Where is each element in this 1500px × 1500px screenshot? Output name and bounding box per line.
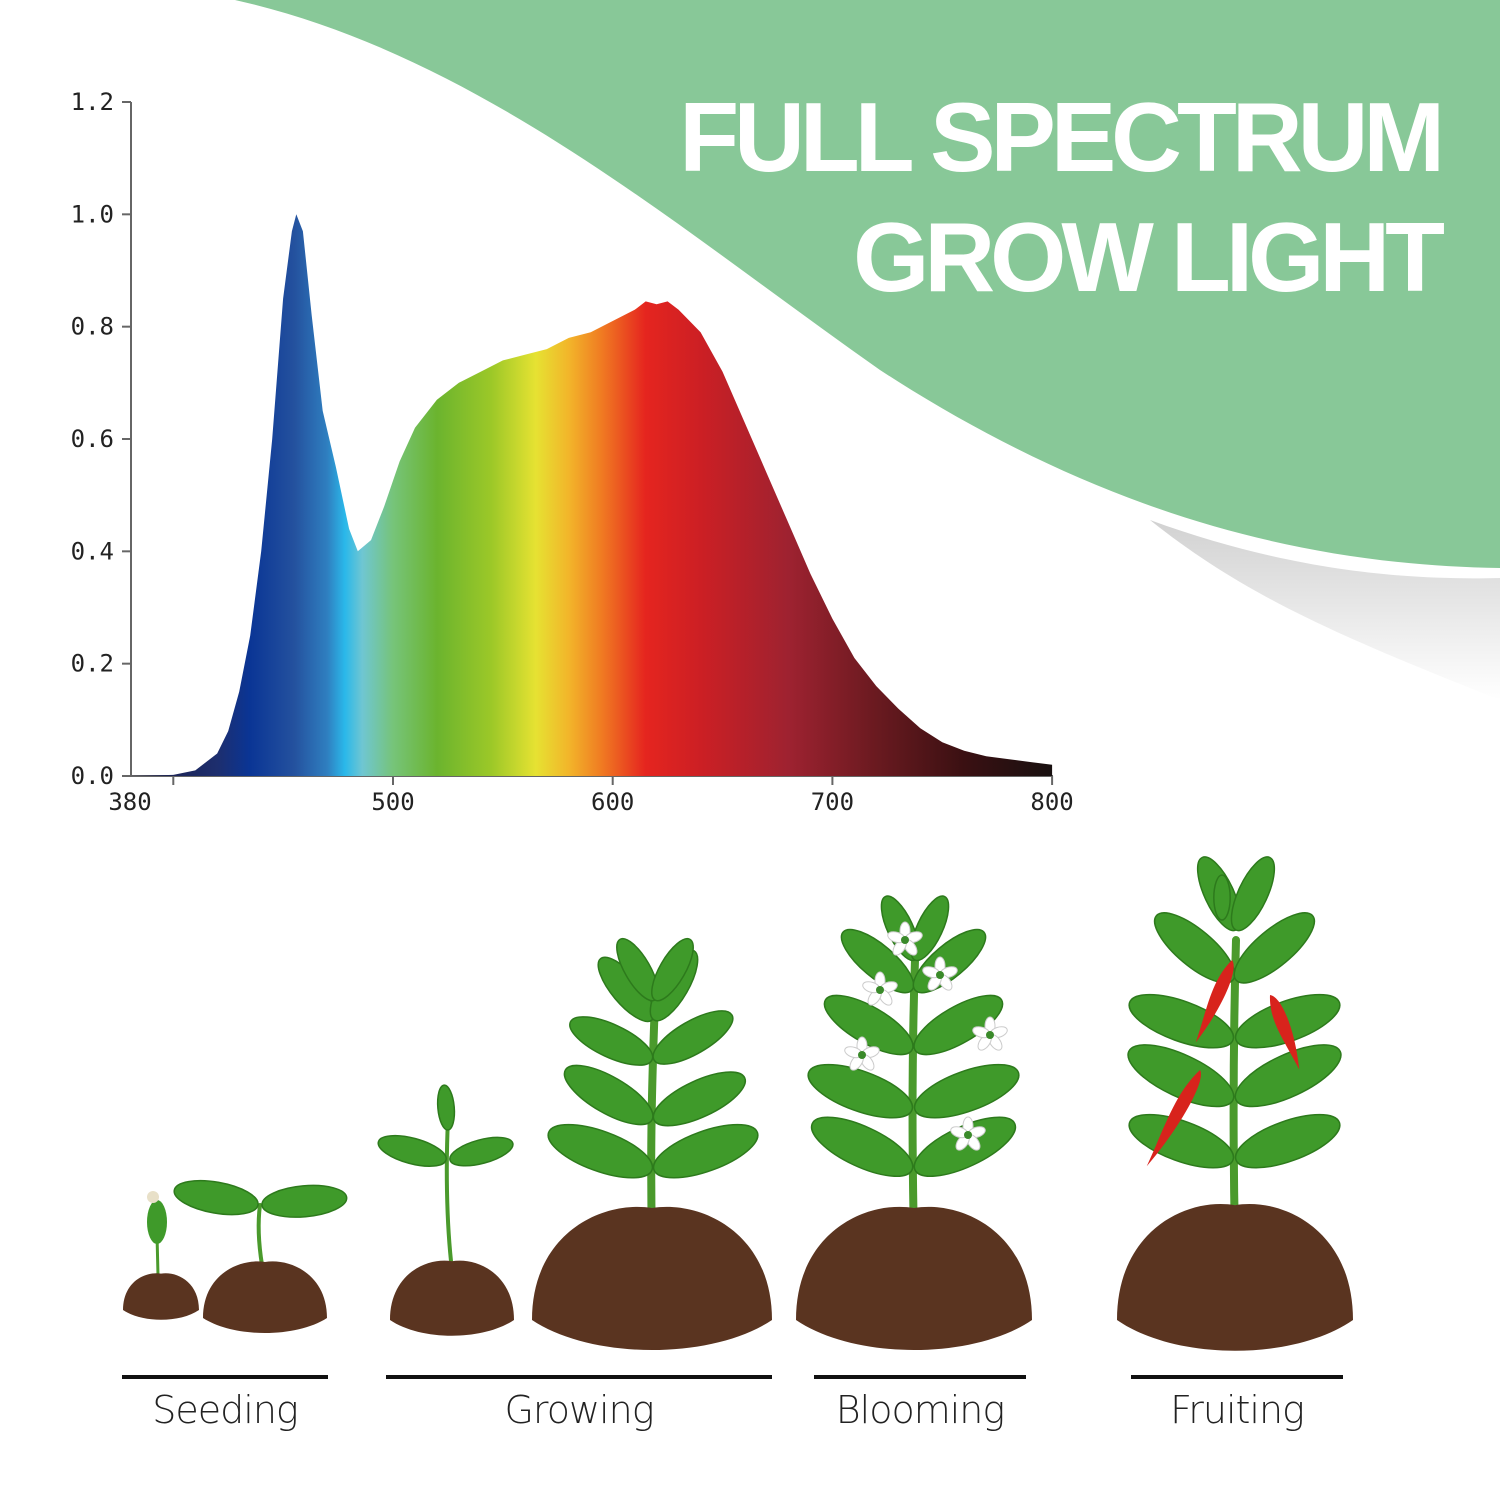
soil-mound — [203, 1261, 327, 1333]
x-tick-label: 500 — [371, 788, 414, 816]
leaf — [377, 1134, 447, 1167]
leaf — [436, 1084, 456, 1131]
title-line-1: FULL SPECTRUM — [679, 82, 1445, 192]
leaf — [913, 994, 1004, 1056]
leaf — [807, 1063, 914, 1119]
y-tick-label: 0.8 — [71, 313, 114, 341]
leaf — [569, 1016, 654, 1066]
stem — [908, 956, 919, 1244]
soil-mound — [1117, 1203, 1353, 1351]
leaf — [913, 1063, 1020, 1119]
leaf — [261, 1184, 348, 1218]
leaf — [1234, 1044, 1342, 1108]
leaf — [1230, 856, 1276, 932]
blooming-divider — [814, 1375, 1026, 1379]
leaf — [547, 1123, 654, 1179]
leaf — [810, 1116, 914, 1177]
flower-center — [964, 1131, 972, 1139]
leaf — [1128, 1113, 1235, 1169]
leaf — [1233, 912, 1316, 984]
green-banner — [235, 0, 1500, 568]
stage-label-blooming: Blooming — [835, 1388, 1005, 1432]
seed-coat — [147, 1191, 159, 1203]
seeding-divider — [122, 1375, 328, 1379]
flower-center — [936, 971, 944, 979]
stage-label-seeding: Seeding — [152, 1388, 298, 1432]
title-line-2: GROW LIGHT — [853, 202, 1445, 312]
pepper — [1195, 960, 1234, 1043]
leaf — [1213, 874, 1231, 921]
leaf — [173, 1179, 259, 1216]
y-tick-label: 0.2 — [71, 650, 114, 678]
leaf — [910, 895, 950, 962]
stem — [1229, 936, 1240, 1244]
leaf — [651, 937, 694, 1002]
leaf — [1128, 993, 1235, 1049]
x-tick-label: 800 — [1030, 788, 1073, 816]
soil-mound — [123, 1273, 199, 1320]
stage-label-fruiting: Fruiting — [1170, 1388, 1305, 1432]
stem — [444, 1118, 454, 1272]
soil-mound — [532, 1206, 772, 1350]
leaf — [1234, 1113, 1341, 1169]
soil-mound — [796, 1206, 1032, 1350]
x-tick-label: 600 — [591, 788, 634, 816]
flower-center — [986, 1031, 994, 1039]
soil-mound — [390, 1260, 514, 1336]
leaf — [1153, 912, 1236, 984]
y-tick-label: 1.2 — [71, 88, 114, 116]
pepper — [1146, 1070, 1201, 1167]
y-tick-label: 0.0 — [71, 762, 114, 790]
x-tick-label: 700 — [811, 788, 854, 816]
leaf — [1127, 1044, 1235, 1108]
leaf — [840, 928, 915, 994]
leaf — [652, 1071, 747, 1127]
leaf — [563, 1064, 654, 1126]
banner-shadow — [1150, 520, 1500, 700]
spectrum-chart: 0.0 0.2 0.4 0.6 0.8 1.0 1.2 380 500 600 700 800 — [71, 88, 1074, 816]
leaf — [652, 1123, 759, 1179]
sprout-bud — [147, 1200, 167, 1244]
x-tick-label: 380 — [108, 788, 151, 816]
flower-center — [901, 936, 909, 944]
pepper — [1269, 995, 1300, 1070]
fruiting-divider — [1131, 1375, 1343, 1379]
leaf — [652, 1010, 734, 1065]
stage-label-growing: Growing — [504, 1388, 654, 1432]
y-tick-label: 1.0 — [71, 200, 114, 228]
leaf — [449, 1136, 514, 1167]
flower-center — [858, 1051, 866, 1059]
flower-center — [876, 986, 884, 994]
y-tick-label: 0.4 — [71, 537, 114, 565]
spectrum-area — [129, 214, 1053, 777]
y-tick-label: 0.6 — [71, 425, 114, 453]
stem — [256, 1203, 264, 1267]
growing-divider — [386, 1375, 772, 1379]
